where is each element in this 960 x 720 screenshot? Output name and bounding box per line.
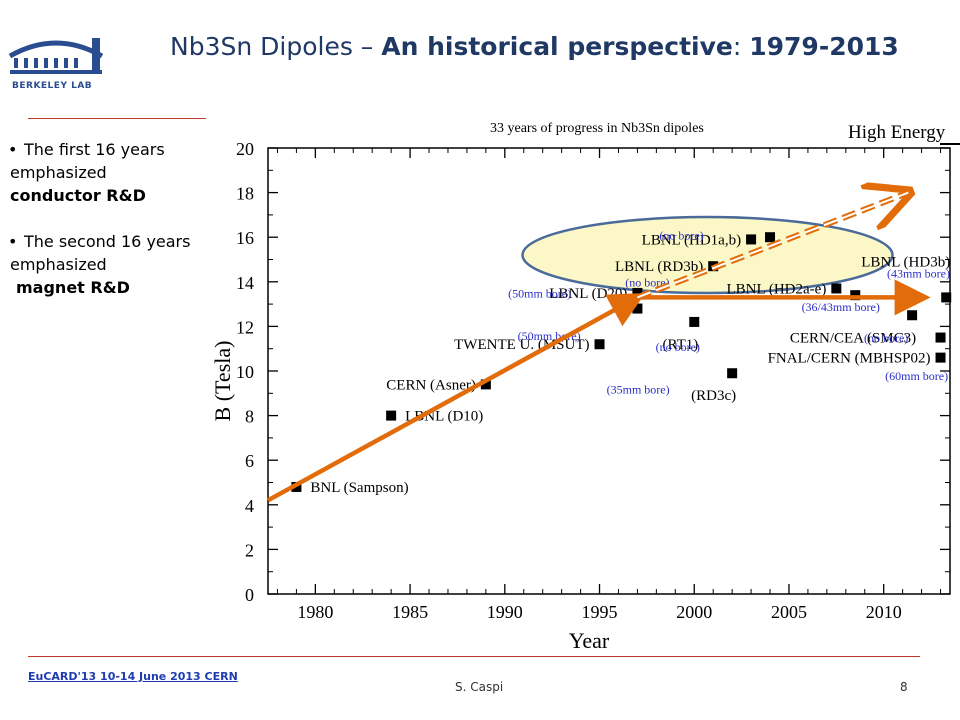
chart: 33 years of progress in Nb3Sn dipoles Hig…: [210, 121, 960, 653]
x-axis-label: Year: [569, 628, 610, 653]
page-title: Nb3Sn Dipoles – An historical perspectiv…: [170, 32, 899, 61]
bore-annotation: (no bore): [656, 340, 700, 354]
y-axis-label: B (Tesla): [210, 341, 235, 422]
bullet-dot: •: [8, 232, 18, 251]
point-label: CERN/CEA (SMC3): [790, 330, 916, 346]
y-tick-label: 14: [236, 273, 254, 293]
data-point: [941, 292, 952, 303]
bullet-emphasis: conductor R&D: [10, 186, 146, 205]
data-point: [746, 234, 757, 245]
point-label: FNAL/CERN (MBHSP02): [768, 351, 931, 367]
bore-annotation: (35mm bore): [607, 382, 670, 396]
chart-title: 33 years of progress in Nb3Sn dipoles: [490, 121, 704, 136]
x-tick-label: 2010: [866, 602, 902, 622]
title-years: 1979-2013: [749, 32, 899, 61]
bore-annotation: (50mm bore): [508, 286, 571, 300]
x-tick-label: 1990: [487, 602, 523, 622]
bore-annotation: (43mm bore): [887, 266, 950, 280]
data-point: [831, 283, 842, 294]
trend-arrow-dashed-core: [637, 191, 909, 299]
point-label: LBNL (HD3b): [861, 254, 950, 270]
divider-top-left: [28, 118, 206, 119]
y-tick-label: 18: [236, 184, 254, 204]
y-tick-label: 2: [245, 540, 254, 560]
svg-text:BERKELEY LAB: BERKELEY LAB: [12, 81, 92, 91]
title-bold: An historical perspective: [381, 32, 733, 61]
bullet-line: emphasized: [10, 163, 107, 182]
y-tick-label: 12: [236, 317, 254, 337]
data-point: [935, 332, 946, 343]
highlight-ellipse: [521, 215, 894, 295]
data-point: [480, 379, 491, 390]
y-tick-label: 16: [236, 228, 254, 248]
footer-author: S. Caspi: [455, 680, 504, 694]
title-prefix: Nb3Sn Dipoles –: [170, 32, 374, 61]
title-separator: :: [732, 32, 742, 61]
x-tick-label: 2000: [676, 602, 712, 622]
data-point: [632, 303, 643, 314]
data-point: [386, 410, 397, 421]
data-point: [765, 232, 776, 243]
data-point: [907, 310, 918, 321]
point-label: BNL (Sampson): [310, 480, 408, 496]
x-tick-label: 1980: [297, 602, 333, 622]
y-tick-label: 10: [236, 362, 254, 382]
trend-arrow: [266, 293, 646, 503]
bullet-line: The second 16 years: [24, 232, 191, 251]
bullet-line: emphasized: [10, 255, 107, 274]
data-point: [727, 368, 738, 379]
bore-annotation: (no bore): [864, 331, 908, 345]
bore-annotation: (36/43mm bore): [802, 300, 880, 314]
point-label: CERN (Asner): [386, 377, 476, 393]
point-label: (RT1): [662, 337, 698, 353]
bore-annotation: (no bore): [625, 275, 669, 289]
point-label: LBNL (RD3b): [615, 259, 703, 275]
bullet-item-2: • The second 16 years emphasized magnet …: [8, 230, 225, 299]
bore-annotation: (no bore): [659, 228, 703, 242]
divider-bottom: [28, 656, 920, 657]
point-label: LBNL (HD1a,b): [642, 232, 741, 248]
x-tick-label: 2005: [771, 602, 807, 622]
data-point: [935, 352, 946, 363]
bullet-emphasis: magnet R&D: [16, 278, 130, 297]
y-tick-label: 0: [245, 585, 254, 605]
bullet-item-1: • The first 16 years emphasized conducto…: [8, 138, 225, 207]
data-point: [689, 316, 700, 327]
point-label: (RD3c): [691, 388, 736, 404]
berkeley-lab-logo: BERKELEY LAB: [8, 38, 104, 91]
bullet-line: The first 16 years: [24, 140, 165, 159]
point-label: LBNL (HD2a-e): [727, 281, 827, 297]
footer-conference-link[interactable]: EuCARD'13 10-14 June 2013 CERN: [28, 670, 238, 683]
y-tick-label: 4: [245, 496, 254, 516]
y-tick-label: 6: [245, 451, 254, 471]
y-tick-label: 8: [245, 407, 254, 427]
x-tick-label: 1995: [582, 602, 618, 622]
data-point: [632, 287, 643, 298]
page-number: 8: [900, 680, 908, 694]
chart-corner-label: High Energy: [848, 122, 946, 143]
y-tick-label: 20: [236, 139, 254, 159]
data-point: [594, 339, 605, 350]
x-tick-label: 1985: [392, 602, 428, 622]
bullet-list: • The first 16 years emphasized conducto…: [8, 138, 225, 299]
bore-annotation: (60mm bore): [885, 369, 948, 383]
bullet-dot: •: [8, 140, 18, 159]
